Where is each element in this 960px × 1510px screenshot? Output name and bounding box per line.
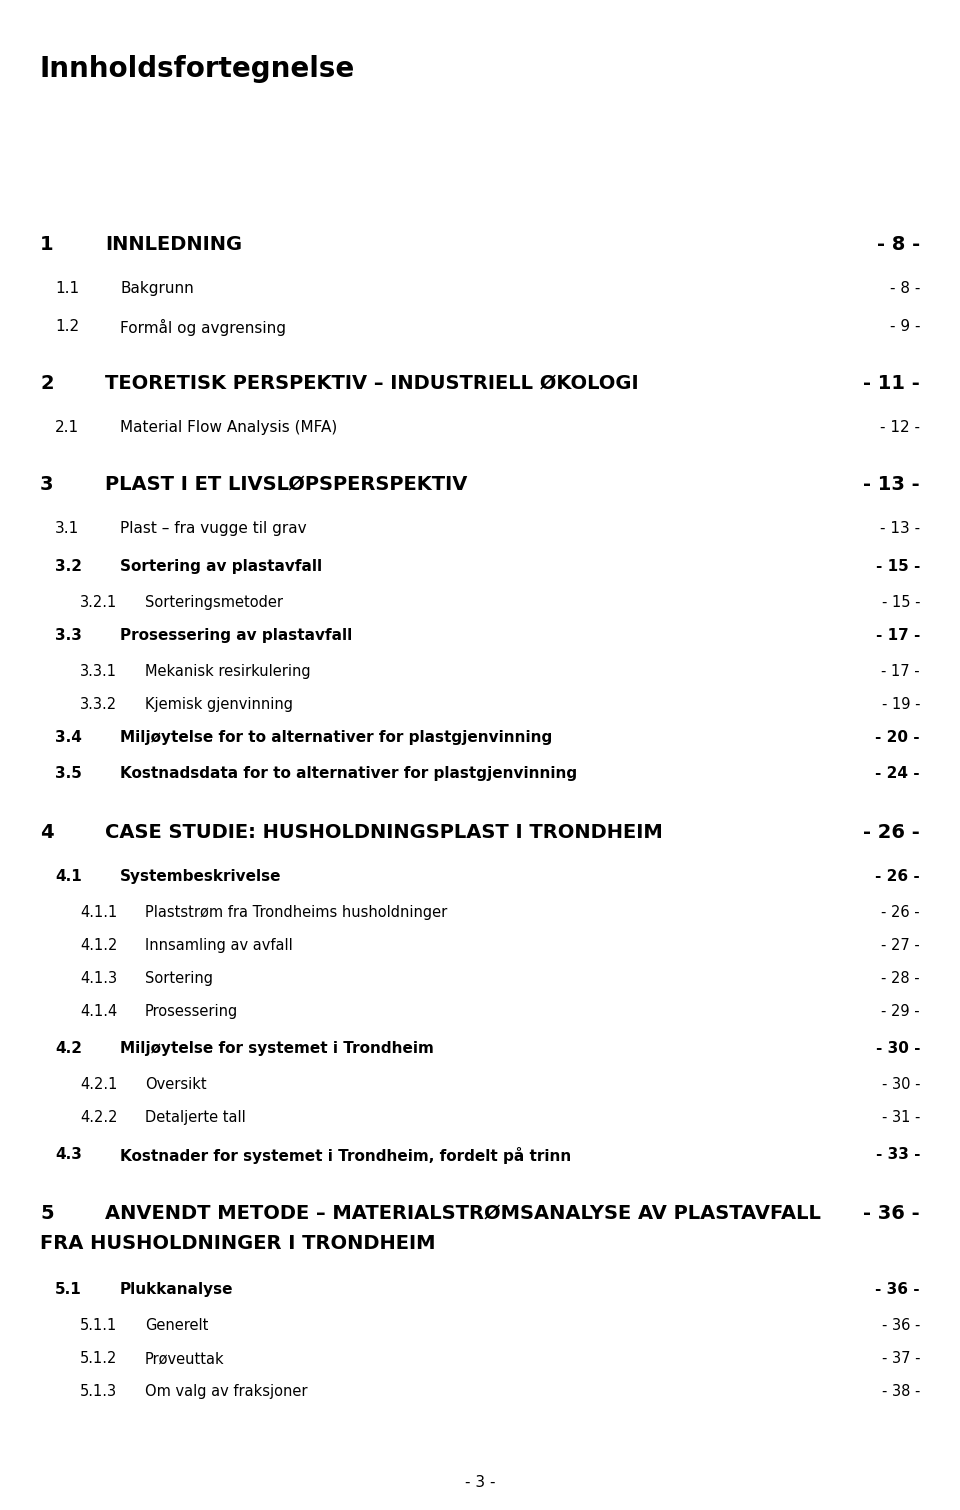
- Text: Sortering av plastavfall: Sortering av plastavfall: [120, 559, 323, 574]
- Text: Bakgrunn: Bakgrunn: [120, 281, 194, 296]
- Text: Plukkanalyse: Plukkanalyse: [120, 1282, 233, 1297]
- Text: - 15 -: - 15 -: [881, 595, 920, 610]
- Text: ANVENDT METODE – MATERIALSTRØMSANALYSE AV PLASTAVFALL: ANVENDT METODE – MATERIALSTRØMSANALYSE A…: [105, 1203, 821, 1223]
- Text: - 26 -: - 26 -: [881, 904, 920, 920]
- Text: FRA HUSHOLDNINGER I TRONDHEIM: FRA HUSHOLDNINGER I TRONDHEIM: [40, 1234, 436, 1253]
- Text: 3.5: 3.5: [55, 766, 82, 781]
- Text: Sorteringsmetoder: Sorteringsmetoder: [145, 595, 283, 610]
- Text: - 3 -: - 3 -: [465, 1475, 495, 1490]
- Text: 4.1.4: 4.1.4: [80, 1004, 117, 1019]
- Text: 3.2: 3.2: [55, 559, 82, 574]
- Text: - 15 -: - 15 -: [876, 559, 920, 574]
- Text: INNLEDNING: INNLEDNING: [105, 236, 242, 254]
- Text: 4.1: 4.1: [55, 868, 82, 883]
- Text: 2: 2: [40, 374, 54, 393]
- Text: 3.3: 3.3: [55, 628, 82, 643]
- Text: 3.4: 3.4: [55, 729, 82, 744]
- Text: 5.1.2: 5.1.2: [80, 1351, 117, 1367]
- Text: - 26 -: - 26 -: [863, 823, 920, 843]
- Text: 5.1.1: 5.1.1: [80, 1318, 117, 1333]
- Text: 5.1: 5.1: [55, 1282, 82, 1297]
- Text: - 13 -: - 13 -: [863, 476, 920, 494]
- Text: Prøveuttak: Prøveuttak: [145, 1351, 225, 1367]
- Text: 1.2: 1.2: [55, 319, 79, 334]
- Text: 2.1: 2.1: [55, 420, 79, 435]
- Text: - 13 -: - 13 -: [880, 521, 920, 536]
- Text: 4.1.1: 4.1.1: [80, 904, 117, 920]
- Text: - 8 -: - 8 -: [890, 281, 920, 296]
- Text: PLAST I ET LIVSLØPSPERSPEKTIV: PLAST I ET LIVSLØPSPERSPEKTIV: [105, 476, 468, 494]
- Text: - 19 -: - 19 -: [881, 698, 920, 713]
- Text: - 37 -: - 37 -: [881, 1351, 920, 1367]
- Text: - 11 -: - 11 -: [863, 374, 920, 393]
- Text: - 30 -: - 30 -: [876, 1040, 920, 1055]
- Text: - 36 -: - 36 -: [881, 1318, 920, 1333]
- Text: TEORETISK PERSPEKTIV – INDUSTRIELL ØKOLOGI: TEORETISK PERSPEKTIV – INDUSTRIELL ØKOLO…: [105, 374, 638, 393]
- Text: - 24 -: - 24 -: [876, 766, 920, 781]
- Text: CASE STUDIE: HUSHOLDNINGSPLAST I TRONDHEIM: CASE STUDIE: HUSHOLDNINGSPLAST I TRONDHE…: [105, 823, 662, 843]
- Text: Systembeskrivelse: Systembeskrivelse: [120, 868, 281, 883]
- Text: Formål og avgrensing: Formål og avgrensing: [120, 319, 286, 337]
- Text: - 31 -: - 31 -: [881, 1110, 920, 1125]
- Text: 5: 5: [40, 1203, 54, 1223]
- Text: 3: 3: [40, 476, 54, 494]
- Text: Kostnadsdata for to alternativer for plastgjenvinning: Kostnadsdata for to alternativer for pla…: [120, 766, 577, 781]
- Text: 4.1.2: 4.1.2: [80, 938, 117, 953]
- Text: - 29 -: - 29 -: [881, 1004, 920, 1019]
- Text: 3.1: 3.1: [55, 521, 80, 536]
- Text: - 26 -: - 26 -: [876, 868, 920, 883]
- Text: - 30 -: - 30 -: [881, 1077, 920, 1092]
- Text: - 27 -: - 27 -: [881, 938, 920, 953]
- Text: - 12 -: - 12 -: [880, 420, 920, 435]
- Text: Prosessering av plastavfall: Prosessering av plastavfall: [120, 628, 352, 643]
- Text: Plaststrøm fra Trondheims husholdninger: Plaststrøm fra Trondheims husholdninger: [145, 904, 447, 920]
- Text: 1.1: 1.1: [55, 281, 79, 296]
- Text: 3.3.2: 3.3.2: [80, 698, 117, 713]
- Text: - 9 -: - 9 -: [890, 319, 920, 334]
- Text: 4: 4: [40, 823, 54, 843]
- Text: - 28 -: - 28 -: [881, 971, 920, 986]
- Text: Miljøytelse for to alternativer for plastgjenvinning: Miljøytelse for to alternativer for plas…: [120, 729, 552, 744]
- Text: Generelt: Generelt: [145, 1318, 208, 1333]
- Text: - 8 -: - 8 -: [876, 236, 920, 254]
- Text: Detaljerte tall: Detaljerte tall: [145, 1110, 246, 1125]
- Text: 4.2.2: 4.2.2: [80, 1110, 117, 1125]
- Text: Kjemisk gjenvinning: Kjemisk gjenvinning: [145, 698, 293, 713]
- Text: - 17 -: - 17 -: [876, 628, 920, 643]
- Text: Sortering: Sortering: [145, 971, 213, 986]
- Text: Mekanisk resirkulering: Mekanisk resirkulering: [145, 664, 311, 680]
- Text: 3.2.1: 3.2.1: [80, 595, 117, 610]
- Text: - 17 -: - 17 -: [881, 664, 920, 680]
- Text: Material Flow Analysis (MFA): Material Flow Analysis (MFA): [120, 420, 337, 435]
- Text: 5.1.3: 5.1.3: [80, 1385, 117, 1398]
- Text: Oversikt: Oversikt: [145, 1077, 206, 1092]
- Text: 4.2.1: 4.2.1: [80, 1077, 117, 1092]
- Text: 4.2: 4.2: [55, 1040, 82, 1055]
- Text: - 36 -: - 36 -: [876, 1282, 920, 1297]
- Text: 4.3: 4.3: [55, 1148, 82, 1163]
- Text: 3.3.1: 3.3.1: [80, 664, 117, 680]
- Text: - 36 -: - 36 -: [863, 1203, 920, 1223]
- Text: Om valg av fraksjoner: Om valg av fraksjoner: [145, 1385, 307, 1398]
- Text: Kostnader for systemet i Trondheim, fordelt på trinn: Kostnader for systemet i Trondheim, ford…: [120, 1148, 571, 1164]
- Text: - 33 -: - 33 -: [876, 1148, 920, 1163]
- Text: Innsamling av avfall: Innsamling av avfall: [145, 938, 293, 953]
- Text: 4.1.3: 4.1.3: [80, 971, 117, 986]
- Text: Prosessering: Prosessering: [145, 1004, 238, 1019]
- Text: Innholdsfortegnelse: Innholdsfortegnelse: [40, 54, 355, 83]
- Text: Miljøytelse for systemet i Trondheim: Miljøytelse for systemet i Trondheim: [120, 1040, 434, 1055]
- Text: 1: 1: [40, 236, 54, 254]
- Text: - 20 -: - 20 -: [876, 729, 920, 744]
- Text: - 38 -: - 38 -: [881, 1385, 920, 1398]
- Text: Plast – fra vugge til grav: Plast – fra vugge til grav: [120, 521, 306, 536]
